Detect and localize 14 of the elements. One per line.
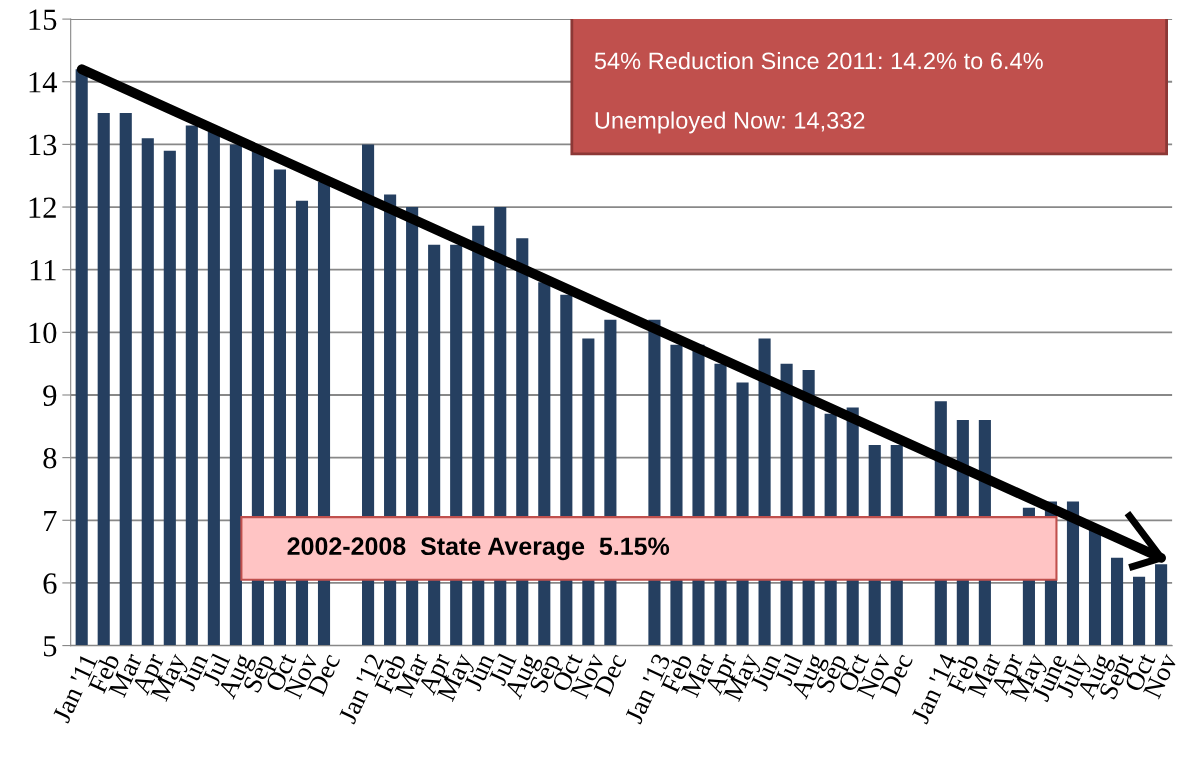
annotation: 54% Reduction Since 2011: 14.2% to 6.4%: [594, 51, 1043, 70]
y-tick-label: 14: [29, 72, 58, 93]
y-tick-label: 10: [29, 322, 57, 344]
y-tick-label: 8: [43, 447, 57, 469]
y-tick-label: 11: [30, 260, 56, 281]
annotation: 2002-2008 State Average 5.15%: [287, 537, 670, 561]
y-tick-label: 9: [43, 385, 57, 406]
y-tick-label: 6: [43, 573, 57, 594]
y-tick-label: 13: [29, 134, 57, 156]
y-tick-label: 5: [43, 636, 57, 657]
annotation: Unemployed Now: 14,332: [595, 111, 865, 134]
y-tick-label: 12: [29, 197, 56, 218]
y-tick-label: 7: [44, 510, 57, 531]
y-tick-label: 15: [29, 9, 57, 30]
